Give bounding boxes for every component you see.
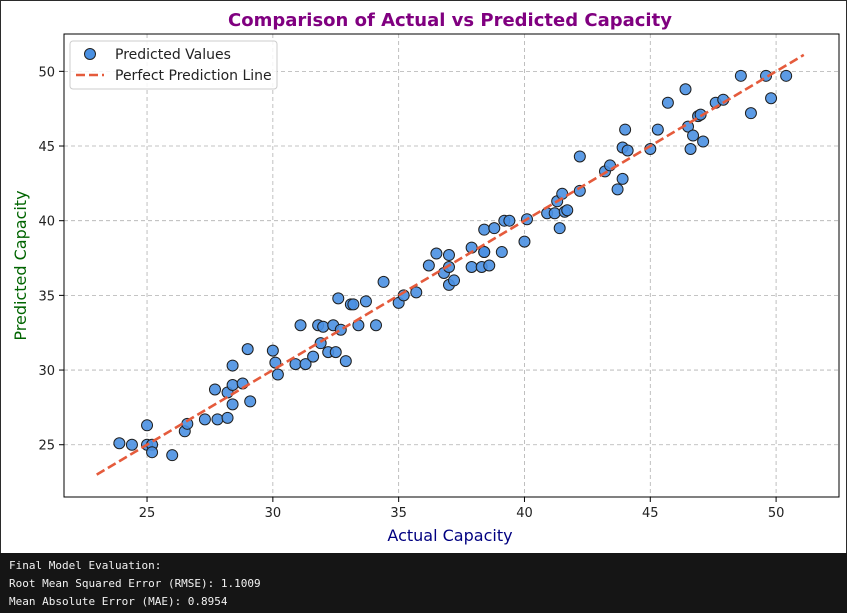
data-point: [684, 143, 697, 156]
y-tick-label: 40: [38, 215, 55, 230]
data-point: [744, 107, 757, 120]
data-point: [734, 69, 747, 82]
data-point: [329, 346, 342, 359]
data-point: [495, 246, 508, 259]
data-point: [334, 323, 347, 336]
data-point: [553, 222, 566, 235]
data-point: [307, 350, 320, 363]
scatter-chart: Comparison of Actual vs Predicted Capaci…: [11, 10, 840, 545]
y-tick-label: 35: [38, 289, 55, 304]
data-point: [616, 172, 629, 185]
data-point: [765, 92, 778, 105]
axis-ticks: 25 30 35 40 45 50 25 30 35 40 45 50: [38, 65, 784, 521]
data-point: [687, 129, 700, 142]
data-point: [377, 275, 390, 288]
y-tick-label: 50: [38, 65, 55, 80]
data-point: [166, 449, 179, 462]
x-tick-label: 30: [265, 506, 282, 521]
data-point: [241, 343, 254, 356]
data-point: [422, 259, 435, 272]
x-tick-label: 40: [516, 506, 533, 521]
legend-marker-predicted: [84, 48, 96, 60]
data-point: [146, 446, 159, 459]
legend-label-line: Perfect Prediction Line: [115, 68, 272, 84]
data-point: [611, 183, 624, 196]
data-point: [226, 359, 239, 372]
y-tick-label: 45: [38, 140, 55, 155]
data-point: [410, 286, 423, 299]
x-axis-label: Actual Capacity: [387, 526, 512, 545]
legend-box: [69, 40, 278, 90]
data-point: [442, 249, 455, 262]
data-point: [780, 69, 793, 82]
data-point: [621, 144, 634, 157]
data-point: [478, 246, 491, 259]
scatter-points: [113, 69, 793, 462]
data-point: [370, 319, 383, 332]
data-point: [294, 319, 307, 332]
data-point: [113, 437, 126, 450]
data-point: [211, 413, 224, 426]
data-point: [198, 413, 211, 426]
data-point: [339, 355, 352, 368]
perfect-prediction-line: [96, 53, 805, 476]
data-point: [548, 207, 561, 220]
console-output: Final Model Evaluation: Root Mean Square…: [0, 553, 847, 613]
data-point: [266, 344, 279, 357]
data-point: [619, 123, 632, 136]
x-tick-label: 50: [768, 506, 785, 521]
data-point: [125, 438, 138, 451]
data-point: [604, 159, 617, 172]
data-point: [465, 260, 478, 273]
data-point: [661, 96, 674, 109]
data-point: [503, 214, 516, 227]
data-point: [226, 398, 239, 411]
console-line: Mean Absolute Error (MAE): 0.8954: [9, 595, 228, 608]
data-point: [141, 419, 154, 432]
figure-frame: Comparison of Actual vs Predicted Capaci…: [0, 0, 847, 553]
data-point: [448, 274, 461, 287]
x-tick-label: 25: [139, 506, 156, 521]
x-tick-label: 35: [390, 506, 407, 521]
data-point: [651, 123, 664, 136]
x-tick-label: 45: [642, 506, 659, 521]
data-point: [483, 259, 496, 272]
data-point: [697, 135, 710, 148]
y-axis-label: Predicted Capacity: [11, 190, 30, 340]
data-point: [679, 83, 692, 96]
legend-label-predicted: Predicted Values: [115, 47, 231, 63]
plot-area: [63, 33, 840, 498]
data-point: [226, 378, 239, 391]
data-point: [347, 298, 360, 311]
data-point: [317, 320, 330, 333]
data-point: [573, 150, 586, 163]
y-tick-label: 25: [38, 439, 55, 454]
chart-title: Comparison of Actual vs Predicted Capaci…: [228, 10, 672, 31]
data-point: [299, 358, 312, 371]
data-point: [518, 235, 531, 248]
console-line: Final Model Evaluation:: [9, 559, 162, 572]
data-point: [332, 292, 345, 305]
console-line: Root Mean Squared Error (RMSE): 1.1009: [9, 577, 261, 590]
data-point: [359, 295, 372, 308]
data-point: [208, 383, 221, 396]
legend: Predicted Values Perfect Prediction Line: [69, 40, 278, 90]
y-tick-label: 30: [38, 364, 55, 379]
data-point: [561, 204, 574, 217]
data-point: [244, 395, 257, 408]
data-point: [221, 411, 234, 424]
data-point: [430, 247, 443, 260]
data-point: [271, 368, 284, 381]
data-point: [269, 356, 282, 369]
data-point: [488, 222, 501, 235]
data-point: [478, 223, 491, 236]
